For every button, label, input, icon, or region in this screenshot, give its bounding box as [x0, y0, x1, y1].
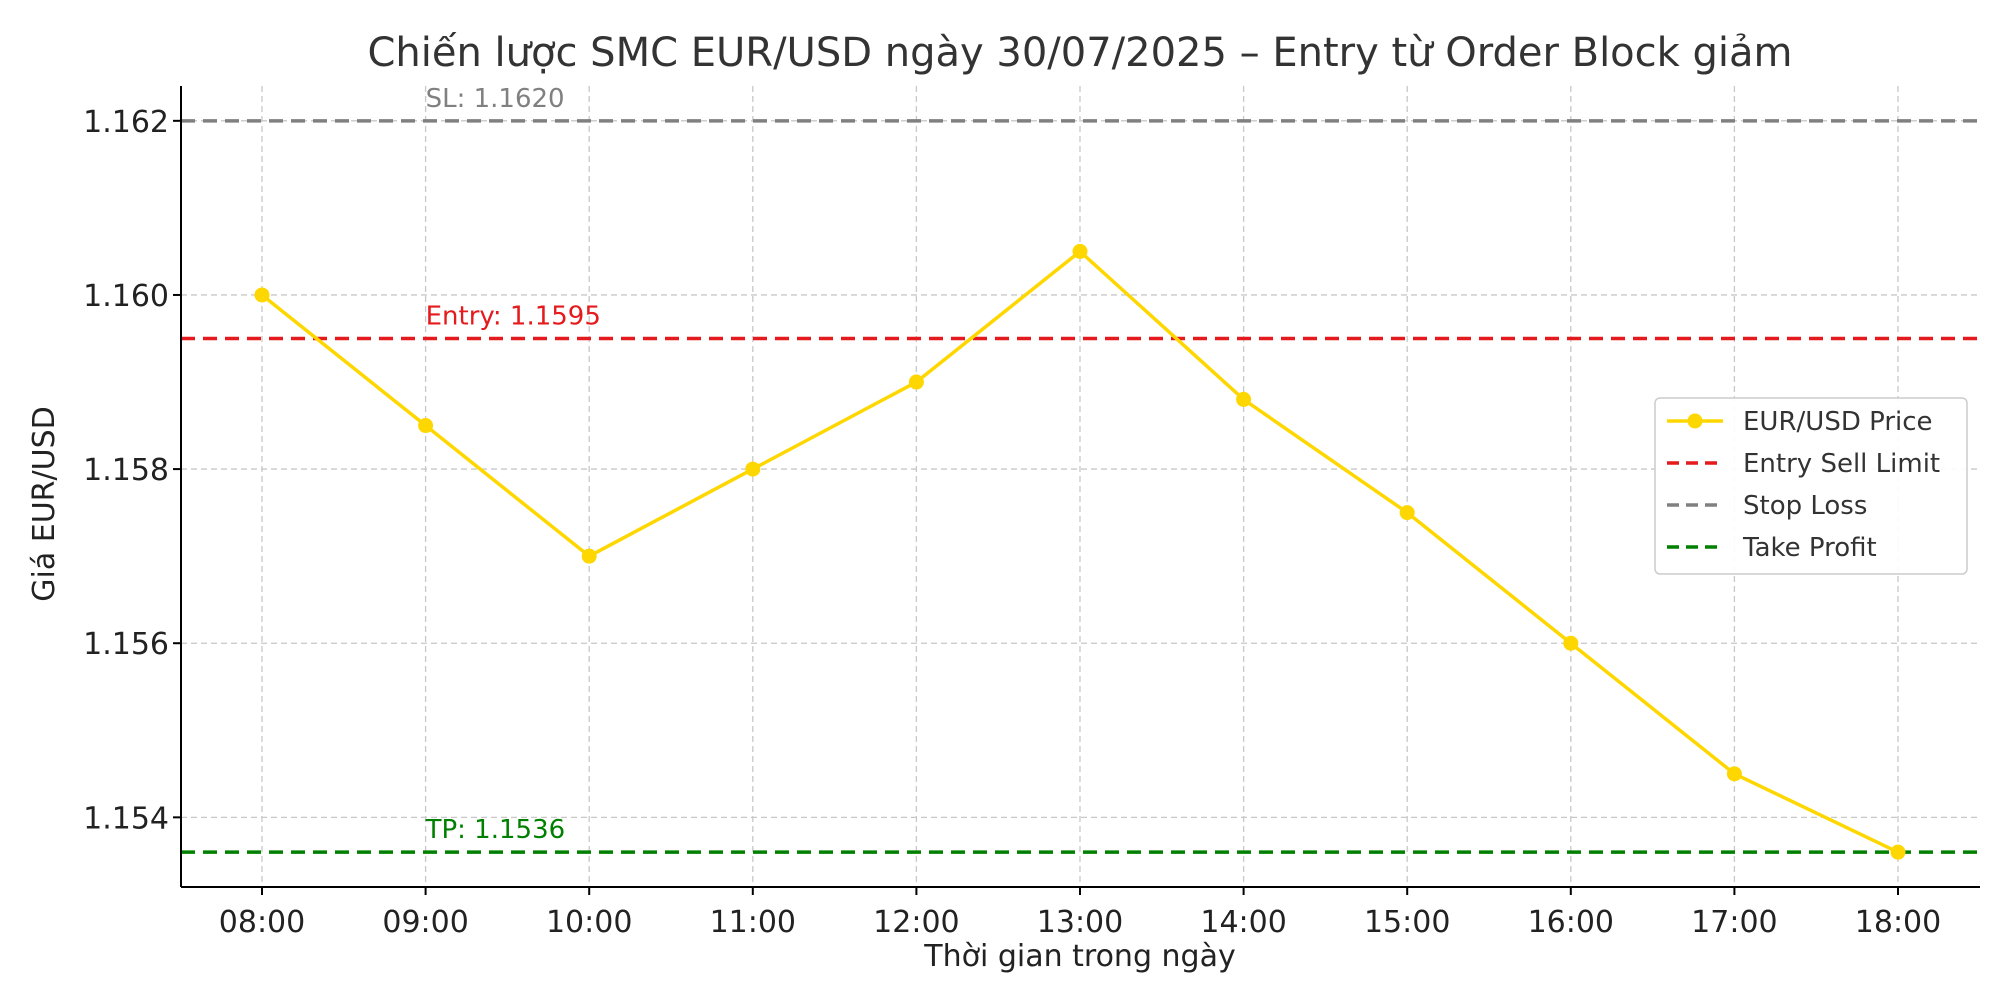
chart-title: Chiến lược SMC EUR/USD ngày 30/07/2025 –… — [367, 30, 1792, 76]
x-tick-label: 15:00 — [1364, 905, 1450, 940]
data-point — [908, 374, 924, 390]
data-point — [254, 287, 270, 303]
hline-annotation: SL: 1.1620 — [426, 84, 565, 114]
reference-lines: Entry: 1.1595 SL: 1.1620 TP: 1.1536 — [181, 84, 1980, 854]
y-tick-label: 1.160 — [83, 279, 169, 314]
grid — [181, 86, 1980, 887]
hline-annotation: TP: 1.1536 — [425, 815, 566, 845]
x-tick-label: 18:00 — [1855, 905, 1941, 940]
x-axis-label: Thời gian trong ngày — [923, 939, 1235, 974]
y-axis-label: Giá EUR/USD — [27, 406, 62, 601]
legend-box — [1654, 397, 1968, 575]
x-tick-label: 16:00 — [1528, 905, 1614, 940]
x-tick-label: 12:00 — [873, 905, 959, 940]
series — [254, 243, 1906, 860]
x-tick-label: 09:00 — [382, 905, 468, 940]
data-point — [1072, 243, 1088, 259]
data-point — [1236, 391, 1252, 407]
y-tick-label: 1.154 — [83, 801, 169, 836]
legend-label: Stop Loss — [1743, 491, 1867, 521]
legend-label: EUR/USD Price — [1743, 407, 1933, 437]
legend: EUR/USD Price Entry Sell Limit Stop Loss Ta… — [1654, 397, 1968, 575]
ticks: 08:00 09:00 10:00 11:00 12:00 13:00 14:00 15:00… — [83, 105, 1941, 940]
x-tick-label: 14:00 — [1200, 905, 1286, 940]
hline-annotation: Entry: 1.1595 — [426, 301, 601, 331]
y-tick-label: 1.158 — [83, 453, 169, 488]
data-point — [1563, 635, 1579, 651]
y-tick-label: 1.156 — [83, 627, 169, 662]
data-point — [1399, 505, 1415, 521]
x-tick-label: 13:00 — [1037, 905, 1123, 940]
x-tick-label: 10:00 — [546, 905, 632, 940]
data-point — [1890, 844, 1906, 860]
data-point — [418, 418, 434, 434]
data-point — [745, 461, 761, 477]
legend-label: Take Profit — [1742, 533, 1877, 563]
y-tick-label: 1.162 — [83, 105, 169, 140]
legend-label: Entry Sell Limit — [1743, 449, 1940, 479]
x-tick-label: 08:00 — [219, 905, 305, 940]
x-tick-label: 11:00 — [710, 905, 796, 940]
data-point — [1726, 766, 1742, 782]
x-tick-label: 17:00 — [1691, 905, 1777, 940]
data-point — [581, 548, 597, 564]
legend-marker — [1687, 413, 1703, 429]
